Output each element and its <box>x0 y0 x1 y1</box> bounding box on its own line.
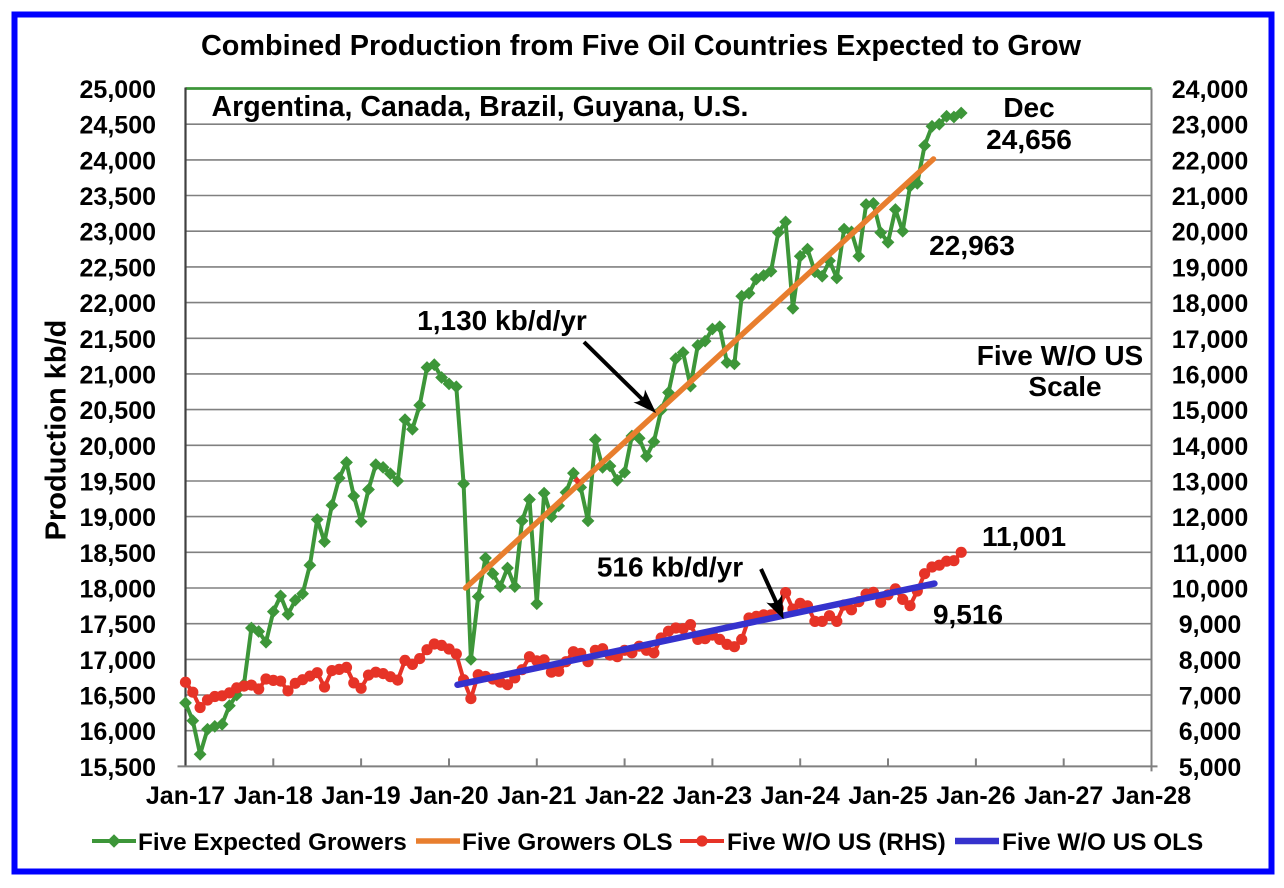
svg-text:7,000: 7,000 <box>1179 683 1242 711</box>
svg-text:17,000: 17,000 <box>1172 326 1248 354</box>
svg-text:Jan-24: Jan-24 <box>761 782 840 810</box>
svg-text:16,000: 16,000 <box>1172 361 1248 389</box>
svg-text:25,000: 25,000 <box>80 76 156 104</box>
svg-text:Five W/O US OLS: Five W/O US OLS <box>1002 829 1203 856</box>
svg-text:9,516: 9,516 <box>933 599 1003 630</box>
svg-text:11,000: 11,000 <box>1172 540 1247 568</box>
svg-text:Jan-21: Jan-21 <box>497 782 576 810</box>
svg-text:Dec: Dec <box>1003 92 1054 123</box>
svg-text:6,000: 6,000 <box>1179 718 1242 746</box>
svg-text:Five W/O US: Five W/O US <box>977 340 1143 371</box>
svg-text:Argentina, Canada, Brazil, Guy: Argentina, Canada, Brazil, Guyana, U.S. <box>212 91 749 123</box>
svg-text:15,000: 15,000 <box>1172 397 1248 425</box>
svg-text:15,500: 15,500 <box>80 754 156 782</box>
svg-text:11,001: 11,001 <box>982 521 1066 552</box>
svg-text:Jan-18: Jan-18 <box>234 782 313 810</box>
svg-text:516 kb/d/yr: 516 kb/d/yr <box>597 552 743 583</box>
svg-text:17,000: 17,000 <box>80 647 156 675</box>
svg-text:20,000: 20,000 <box>1172 219 1248 247</box>
svg-text:Jan-17: Jan-17 <box>146 782 225 810</box>
svg-text:9,000: 9,000 <box>1179 611 1242 639</box>
svg-text:16,000: 16,000 <box>80 718 156 746</box>
svg-text:Jan-22: Jan-22 <box>585 782 664 810</box>
svg-text:22,500: 22,500 <box>80 254 156 282</box>
svg-text:18,500: 18,500 <box>80 540 156 568</box>
svg-text:16,500: 16,500 <box>80 683 156 711</box>
svg-text:Jan-27: Jan-27 <box>1024 782 1103 810</box>
svg-text:Jan-25: Jan-25 <box>848 782 927 810</box>
svg-text:20,000: 20,000 <box>80 433 156 461</box>
svg-text:19,500: 19,500 <box>80 469 156 497</box>
svg-text:1,130 kb/d/yr: 1,130 kb/d/yr <box>417 305 587 336</box>
svg-text:20,500: 20,500 <box>80 397 156 425</box>
svg-text:Production kb/d: Production kb/d <box>41 320 73 541</box>
svg-text:24,000: 24,000 <box>1172 76 1248 104</box>
svg-text:23,000: 23,000 <box>1172 112 1248 140</box>
svg-text:8,000: 8,000 <box>1179 647 1242 675</box>
svg-text:24,000: 24,000 <box>80 147 156 175</box>
svg-text:Five Growers OLS: Five Growers OLS <box>462 829 673 856</box>
svg-text:23,000: 23,000 <box>80 219 156 247</box>
svg-text:Five W/O US (RHS): Five W/O US (RHS) <box>727 829 946 856</box>
svg-text:14,000: 14,000 <box>1172 433 1248 461</box>
svg-text:21,000: 21,000 <box>1172 183 1248 211</box>
svg-text:19,000: 19,000 <box>80 504 156 532</box>
svg-text:22,963: 22,963 <box>929 230 1015 261</box>
svg-text:19,000: 19,000 <box>1172 254 1248 282</box>
svg-text:24,500: 24,500 <box>80 112 156 140</box>
svg-text:21,500: 21,500 <box>80 326 156 354</box>
svg-text:Jan-28: Jan-28 <box>1112 782 1191 810</box>
svg-text:24,656: 24,656 <box>986 124 1072 155</box>
svg-text:21,000: 21,000 <box>80 361 156 389</box>
svg-text:Jan-19: Jan-19 <box>321 782 400 810</box>
svg-text:13,000: 13,000 <box>1172 469 1248 497</box>
svg-text:18,000: 18,000 <box>1172 290 1248 318</box>
svg-text:23,500: 23,500 <box>80 183 156 211</box>
svg-text:Combined Production from Five: Combined Production from Five Oil Countr… <box>201 30 1082 62</box>
svg-text:Jan-20: Jan-20 <box>409 782 488 810</box>
svg-text:22,000: 22,000 <box>1172 147 1248 175</box>
svg-text:22,000: 22,000 <box>80 290 156 318</box>
svg-text:12,000: 12,000 <box>1172 504 1248 532</box>
svg-text:17,500: 17,500 <box>80 611 156 639</box>
svg-text:5,000: 5,000 <box>1179 754 1242 782</box>
svg-text:18,000: 18,000 <box>80 576 156 604</box>
svg-text:Scale: Scale <box>1028 371 1101 402</box>
svg-text:Five Expected Growers: Five Expected Growers <box>138 829 407 856</box>
svg-text:Jan-26: Jan-26 <box>936 782 1015 810</box>
svg-text:Jan-23: Jan-23 <box>673 782 752 810</box>
svg-text:10,000: 10,000 <box>1172 576 1248 604</box>
